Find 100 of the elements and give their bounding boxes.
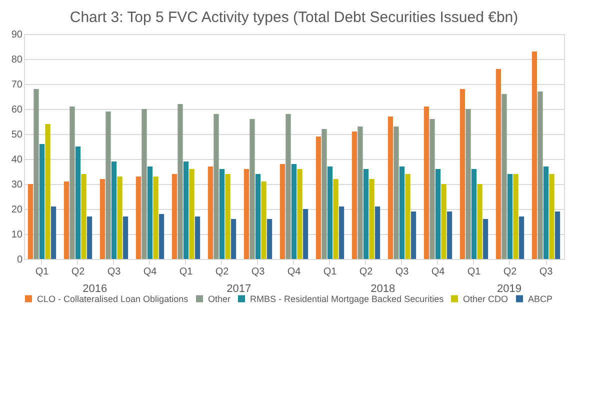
y-tick-label: 40 [11, 154, 23, 166]
bar [34, 89, 39, 259]
bar [153, 176, 158, 259]
bar [81, 174, 86, 259]
bar [374, 206, 380, 259]
bar [543, 166, 549, 259]
bar [50, 206, 56, 259]
bar [208, 166, 214, 259]
bar [513, 174, 518, 259]
bar [172, 174, 178, 259]
bar [352, 132, 358, 259]
bar [39, 144, 45, 259]
bar [518, 216, 524, 259]
bar [496, 69, 502, 259]
x-tick-label: Q2 [359, 266, 374, 278]
bar [322, 129, 327, 259]
bar [111, 162, 117, 259]
bar [219, 169, 225, 259]
bar [554, 212, 560, 259]
x-tick-label: Q1 [323, 266, 338, 278]
text: 2016 [82, 283, 108, 295]
bar [405, 174, 410, 259]
x-tick-label: Q4 [287, 266, 302, 278]
bar [122, 216, 128, 259]
bar [280, 164, 286, 259]
bar [286, 114, 291, 259]
y-tick-label: 90 [11, 30, 23, 40]
bar [261, 182, 266, 259]
bar [446, 212, 452, 259]
bar [214, 114, 219, 259]
x-tick-label: Q2 [503, 266, 518, 278]
legend-label: Other [208, 294, 231, 304]
bar [507, 174, 513, 259]
x-tick-label: Q3 [107, 266, 122, 278]
bar [477, 184, 482, 259]
bar [244, 169, 250, 259]
bar [338, 206, 344, 259]
bar [158, 214, 164, 259]
legend-label: Other CDO [463, 294, 508, 304]
bar [28, 184, 34, 259]
bar [136, 176, 142, 259]
bar [333, 179, 338, 259]
bar [194, 216, 200, 259]
y-tick-label: 30 [11, 180, 23, 190]
bar [538, 92, 543, 259]
bar [189, 169, 194, 259]
bar [410, 212, 416, 259]
bar [471, 169, 477, 259]
bar [394, 126, 399, 259]
text: 2017 [226, 283, 252, 295]
y-tick-label: 70 [11, 80, 23, 90]
bar [266, 219, 272, 259]
x-tick-label: Q2 [71, 266, 86, 278]
y-tick-label: 20 [11, 204, 23, 216]
bar [549, 174, 554, 259]
x-tick-label: Q2 [215, 266, 230, 278]
bar [502, 94, 507, 259]
bar [424, 106, 430, 259]
bar [142, 109, 147, 259]
x-tick-label: Q3 [251, 266, 266, 278]
y-tick-label: 60 [11, 104, 23, 116]
bar [64, 182, 70, 259]
bar [369, 179, 374, 259]
y-tick-label: 10 [11, 230, 23, 240]
bar [482, 219, 488, 259]
bar [460, 89, 466, 259]
legend-label: ABCP [528, 294, 553, 304]
legend-label: CLO - Collateralised Loan Obligations [37, 294, 189, 304]
bar [291, 164, 297, 259]
bar [117, 176, 122, 259]
x-tick-label: Q1 [467, 266, 482, 278]
bar [183, 162, 189, 259]
y-tick-label: 50 [11, 130, 23, 140]
x-tick-label: Q3 [539, 266, 554, 278]
bar [435, 169, 441, 259]
bar [363, 169, 369, 259]
bar [86, 216, 92, 259]
bar [106, 112, 111, 259]
bar [388, 116, 394, 259]
bar [100, 179, 106, 259]
bar [430, 119, 435, 259]
bar [45, 124, 50, 259]
bar [297, 169, 302, 259]
legend-label: RMBS - Residential Mortgage Backed Securities [250, 294, 444, 304]
x-tick-label: Q1 [179, 266, 194, 278]
x-tick-label: Q4 [143, 266, 158, 278]
bar [250, 119, 255, 259]
y-tick-label: 80 [11, 54, 23, 66]
y-tick-label: 0 [16, 254, 23, 266]
bar [316, 136, 322, 259]
x-tick-label: Q3 [395, 266, 410, 278]
bar [327, 166, 333, 259]
bar [75, 146, 81, 259]
bar [225, 174, 230, 259]
bar [302, 209, 308, 259]
bar [70, 106, 75, 259]
bar [230, 219, 236, 259]
bar [466, 109, 471, 259]
bar [178, 104, 183, 259]
bar [532, 52, 538, 259]
